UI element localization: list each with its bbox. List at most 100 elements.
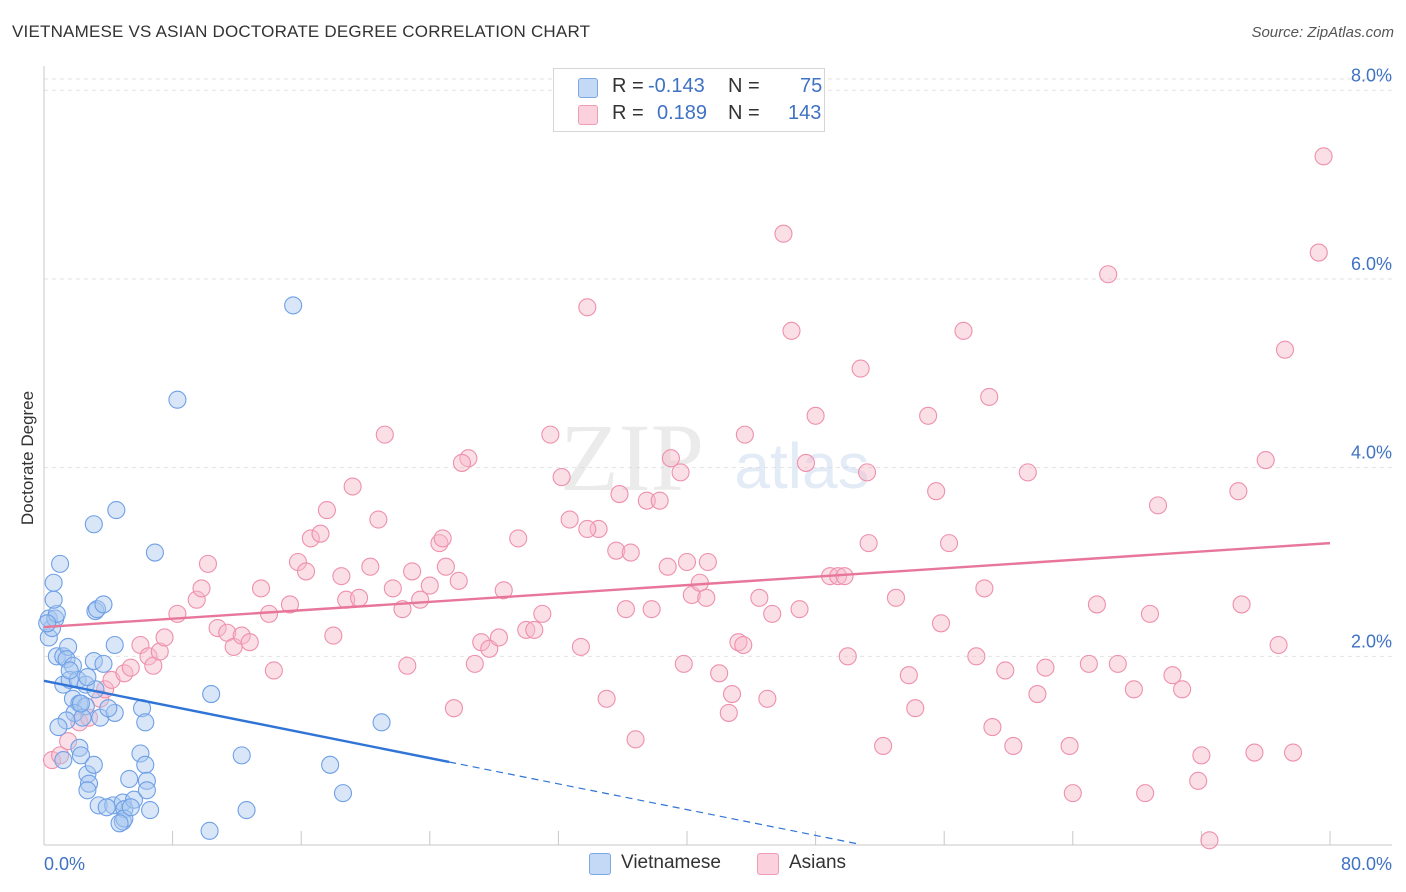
asians-point xyxy=(1148,496,1168,515)
asians-point xyxy=(931,614,951,633)
asians-point xyxy=(1200,831,1219,850)
asians-point xyxy=(361,557,380,576)
y-tick-label: 8.0% xyxy=(1351,65,1392,85)
asians-point xyxy=(192,579,211,598)
vietnamese-point xyxy=(99,699,118,718)
asians-point xyxy=(698,552,717,572)
asians-point xyxy=(1232,595,1251,614)
asians-point xyxy=(1283,743,1303,762)
vietnamese-point xyxy=(107,501,126,520)
asians-point xyxy=(533,604,552,623)
vietnamese-point xyxy=(47,604,66,623)
asians-point xyxy=(607,541,626,560)
asians-point xyxy=(332,567,351,586)
asians-point xyxy=(782,321,801,340)
asians-point xyxy=(150,642,169,661)
vietnamese-point xyxy=(136,755,155,774)
asians-point xyxy=(317,501,336,520)
asians-point xyxy=(324,626,343,645)
vietnamese-trend-line xyxy=(43,679,450,764)
asians-point xyxy=(571,637,590,656)
asians-point xyxy=(927,482,946,501)
vietnamese-point xyxy=(44,590,63,609)
vietnamese-point xyxy=(39,628,58,647)
vietnamese-point xyxy=(71,694,91,713)
asians-point xyxy=(874,736,893,755)
vietnamese-point xyxy=(121,798,140,817)
asians-point xyxy=(1269,635,1288,655)
asians-point xyxy=(1256,451,1275,470)
asians-point xyxy=(1018,463,1037,482)
stats-legend: R = -0.143 N = 75 R = 0.189 N = 143 xyxy=(553,68,825,132)
vietnamese-point xyxy=(84,755,103,774)
vietnamese-point xyxy=(94,654,113,673)
asians-point xyxy=(121,658,140,677)
asians-point xyxy=(722,685,742,704)
asians-point xyxy=(1087,595,1106,614)
bottom-legend-label-vietnamese: Vietnamese xyxy=(621,852,721,873)
legend-n-label: N = xyxy=(728,102,760,124)
vietnamese-point xyxy=(79,774,99,793)
asians-point xyxy=(954,321,973,340)
watermark: ZIP atlas xyxy=(560,404,870,511)
legend-r-label: R = xyxy=(612,102,644,124)
asians-point xyxy=(436,557,455,576)
asians-point xyxy=(198,554,218,573)
asians-point xyxy=(375,425,394,444)
vietnamese-trend-extension xyxy=(448,761,861,845)
asians-trend-line xyxy=(43,541,1331,629)
vietnamese-point xyxy=(113,812,132,831)
asians-point xyxy=(1189,771,1208,790)
asians-point xyxy=(578,298,597,317)
asians-point xyxy=(1173,680,1192,699)
asians-point xyxy=(983,718,1002,737)
asians-point xyxy=(403,562,422,581)
asians-point xyxy=(996,661,1015,680)
asians-point xyxy=(671,463,690,482)
vietnamese-point xyxy=(44,573,63,592)
asians-point xyxy=(758,689,777,708)
asians-point xyxy=(452,453,472,472)
asians-point xyxy=(919,406,938,425)
asians-point xyxy=(1275,340,1295,359)
asians-point xyxy=(420,576,439,595)
vietnamese-point xyxy=(136,713,155,732)
asians-point xyxy=(59,732,78,751)
asians-point xyxy=(697,588,716,607)
asians-point xyxy=(280,595,299,614)
asians-point xyxy=(774,224,793,243)
y-tick-labels: 2.0% 4.0% 6.0% 8.0% xyxy=(1351,65,1392,651)
asians-point xyxy=(975,579,994,598)
asians-point xyxy=(677,552,697,572)
trend-lines xyxy=(43,541,1331,845)
asians-point xyxy=(796,453,816,472)
vietnamese-point xyxy=(200,821,219,840)
asians-point xyxy=(560,510,579,529)
vietnamese-point xyxy=(145,543,164,562)
asians-point xyxy=(296,562,316,581)
asians-point xyxy=(1314,147,1333,166)
vietnamese-point xyxy=(60,661,79,680)
vietnamese-point xyxy=(131,744,150,763)
asians-point xyxy=(139,647,158,666)
vietnamese-point xyxy=(71,746,91,765)
asians-point xyxy=(251,579,271,598)
asians-point xyxy=(661,449,680,468)
vietnamese-point xyxy=(70,738,89,757)
legend-r-label: R = xyxy=(612,75,644,97)
watermark-zip: ZIP xyxy=(560,404,704,511)
asians-point xyxy=(578,519,597,539)
asians-point xyxy=(398,656,417,675)
asians-points xyxy=(42,147,1333,850)
y-tick-label: 2.0% xyxy=(1351,631,1392,651)
asians-point xyxy=(1036,658,1055,677)
asians-point xyxy=(525,620,544,639)
legend-n-value-vietnamese: 75 xyxy=(800,75,823,97)
vietnamese-point xyxy=(120,769,139,789)
asians-point xyxy=(838,647,857,666)
vietnamese-points xyxy=(38,296,391,840)
asians-point xyxy=(790,600,809,619)
asians-point xyxy=(658,557,677,576)
asians-point xyxy=(642,600,661,619)
asians-point xyxy=(735,425,754,444)
